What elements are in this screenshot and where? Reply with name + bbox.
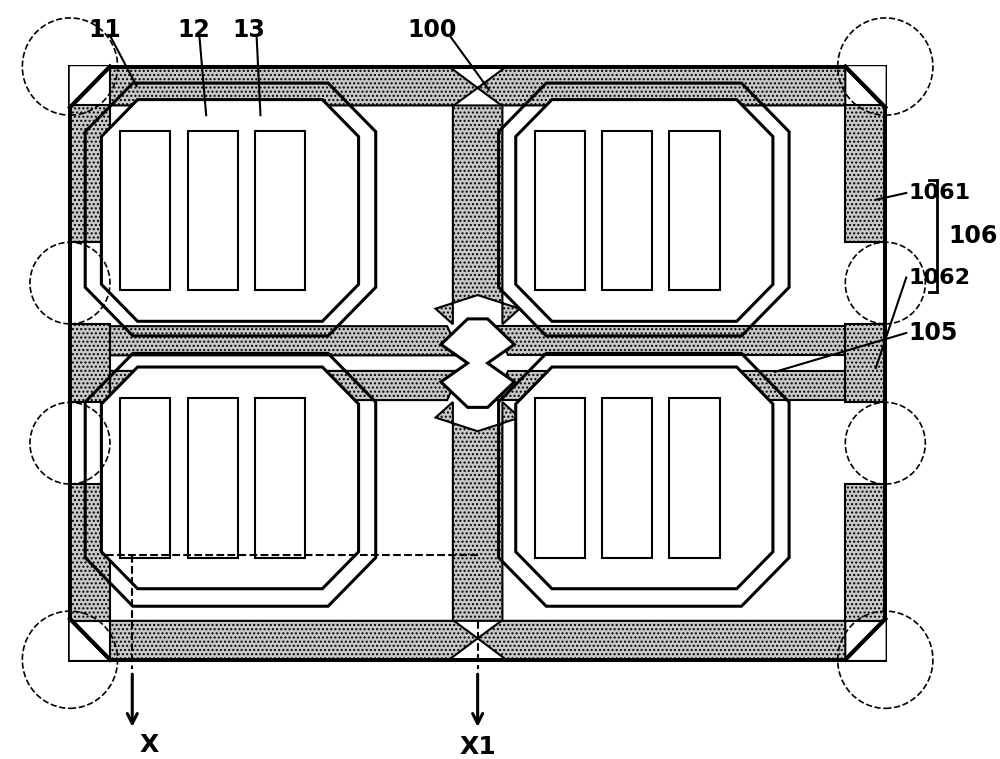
Polygon shape [845,67,885,107]
Polygon shape [495,371,845,400]
Bar [845,106,885,242]
Bar [188,131,238,290]
Polygon shape [441,319,514,408]
Polygon shape [70,619,110,660]
Text: 12: 12 [177,17,210,42]
Bar [120,398,170,558]
Polygon shape [516,367,773,589]
Bar [255,131,305,290]
Polygon shape [845,619,885,660]
Bar [535,398,585,558]
Polygon shape [845,67,885,107]
Bar [602,131,652,290]
Bar [70,67,885,660]
Text: 1062: 1062 [908,268,970,288]
Bar [669,131,720,290]
Bar [188,398,238,558]
Text: X1: X1 [459,735,496,759]
Bar [845,484,885,621]
Text: 1061: 1061 [908,183,970,203]
Polygon shape [495,326,845,355]
Bar [70,67,885,660]
Bar [255,398,305,558]
Polygon shape [436,106,520,324]
Polygon shape [845,619,885,660]
Text: 106: 106 [948,224,998,248]
Polygon shape [110,371,460,400]
Bar [845,324,885,402]
Bar [602,398,652,558]
Polygon shape [516,99,773,321]
Polygon shape [101,99,359,321]
Text: 105: 105 [908,321,958,345]
Polygon shape [101,367,359,589]
Text: 13: 13 [233,17,265,42]
Text: 11: 11 [88,17,121,42]
Bar [535,131,585,290]
Bar [669,398,720,558]
Bar [70,106,110,242]
Polygon shape [110,326,460,355]
Text: 100: 100 [407,17,457,42]
Polygon shape [70,67,110,107]
Bar [120,131,170,290]
Bar [70,484,110,621]
Polygon shape [70,619,110,660]
Polygon shape [436,402,520,621]
Bar [70,324,110,402]
Text: X: X [140,733,159,757]
Polygon shape [70,67,110,107]
Polygon shape [110,621,845,660]
Polygon shape [110,67,845,106]
